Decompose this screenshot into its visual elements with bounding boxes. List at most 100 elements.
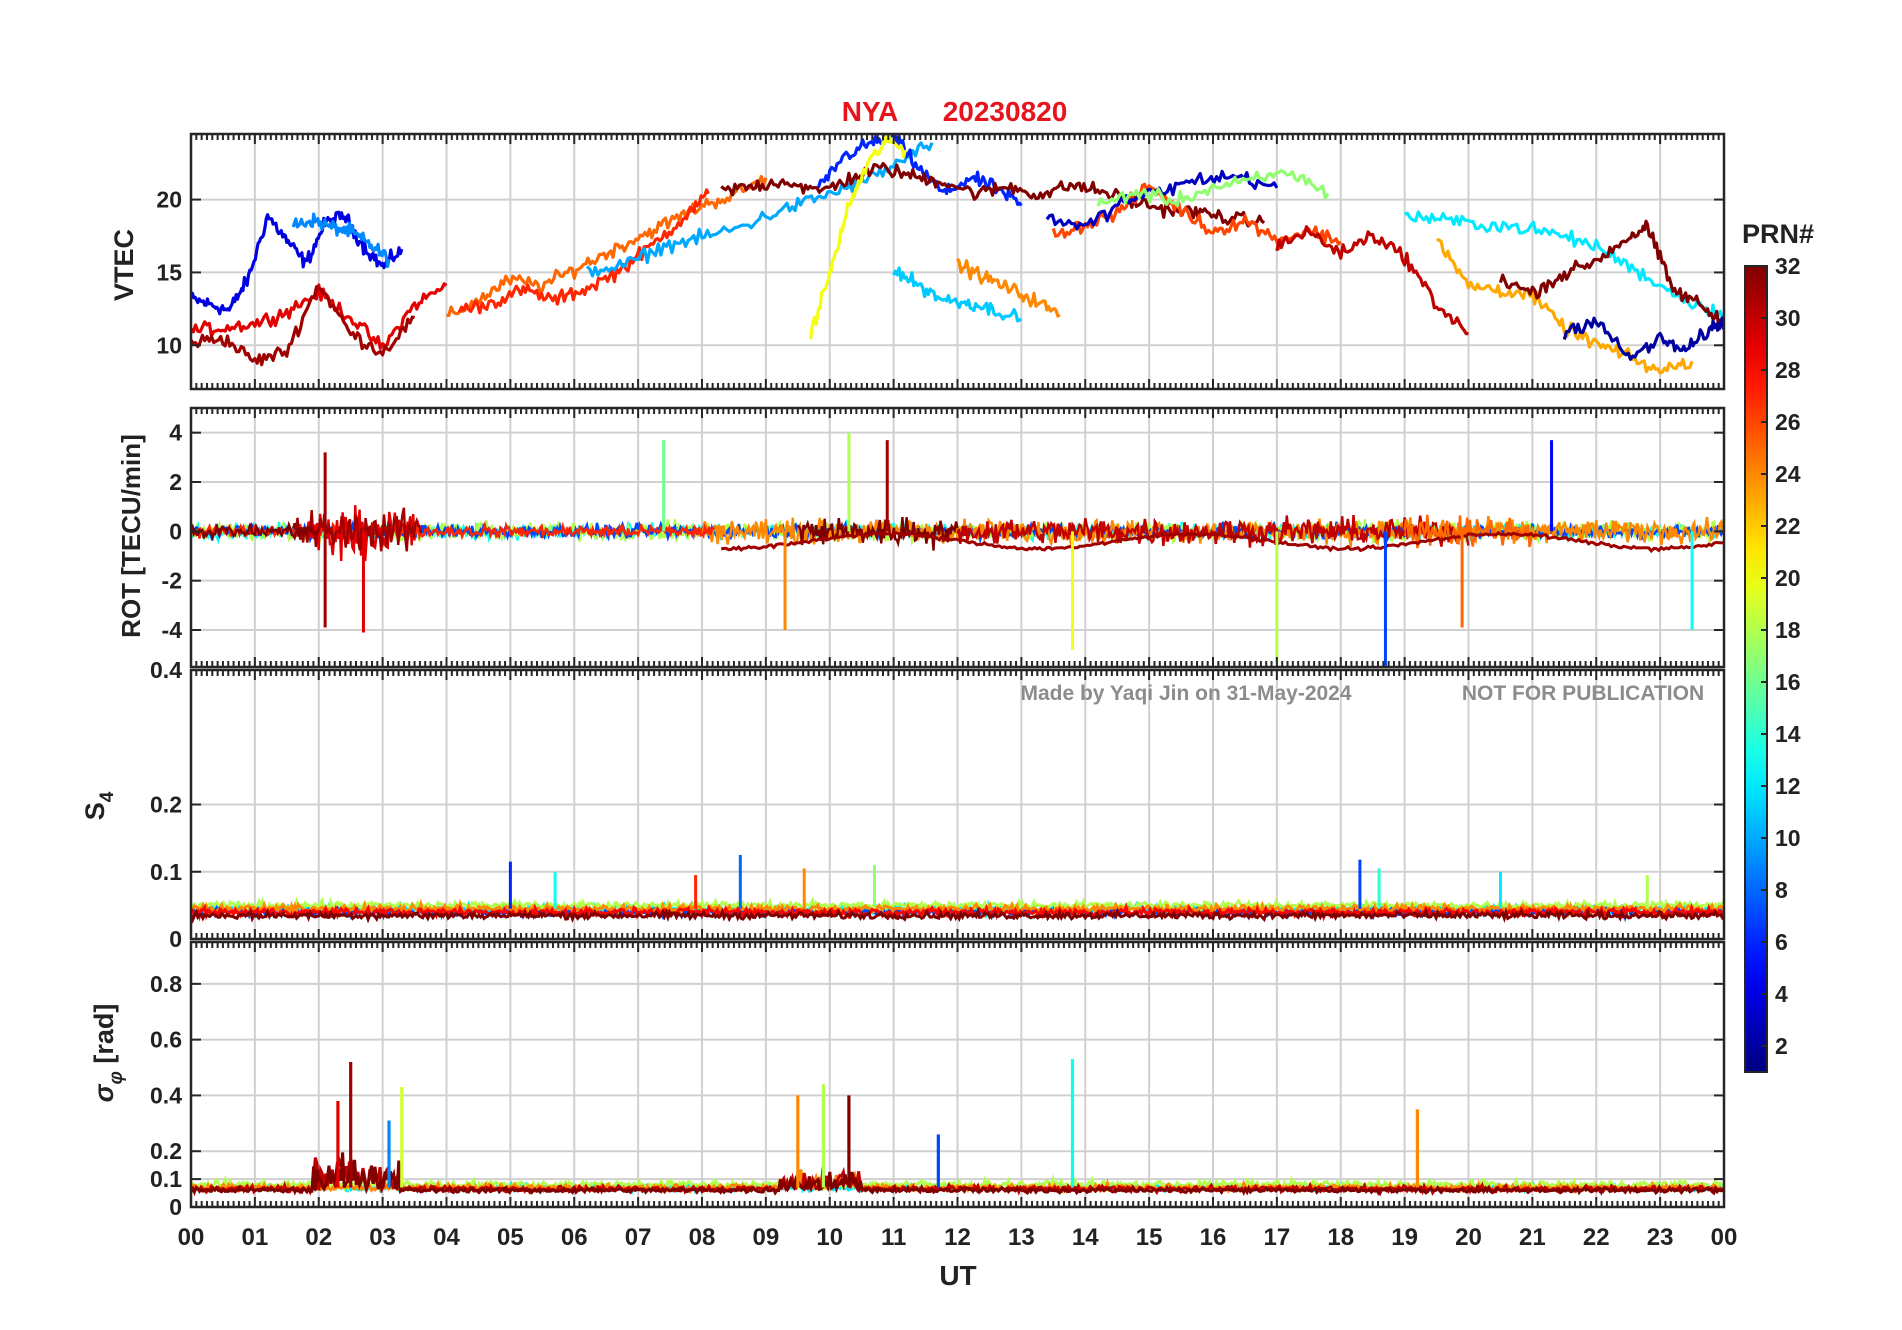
- vtec-series-line: [1404, 210, 1724, 320]
- colorbar-tick-label: 12: [1775, 773, 1801, 799]
- vtec-series-line: [291, 212, 391, 269]
- vtec-series-line: [720, 161, 1266, 228]
- vtec-series-line: [585, 141, 934, 278]
- x-tick-label: 19: [1391, 1224, 1418, 1251]
- x-tick-label: 01: [242, 1224, 269, 1251]
- rot-ytick-label: -4: [162, 617, 183, 643]
- rot-ytick-label: 4: [169, 420, 182, 446]
- sigma-phi-panel: 00.10.2 0.4 0.6 0.8: [150, 940, 1726, 1220]
- x-axis-label: UT: [939, 1260, 976, 1291]
- colorbar-tick-label: 8: [1775, 877, 1788, 903]
- sigma-ytick-label: 0.8: [150, 971, 182, 997]
- vtec-series-line: [191, 282, 448, 350]
- x-tick-label: 12: [944, 1224, 971, 1251]
- rot-series-line: [292, 507, 423, 552]
- vtec-ticks: 10 15 20: [156, 134, 1725, 389]
- sigma-ytick-label: 0.4: [150, 1082, 182, 1108]
- colorbar-tick-label: 26: [1775, 409, 1801, 435]
- vtec-series-line: [1562, 316, 1724, 361]
- colorbar-tick-label: 28: [1775, 357, 1801, 383]
- x-tick-label: 20: [1455, 1224, 1482, 1251]
- sigma-ytick-label: 0.6: [150, 1027, 182, 1053]
- watermark-not-for-publication: NOT FOR PUBLICATION: [1462, 682, 1704, 705]
- rot-ylabel: ROT [TECU/min]: [116, 434, 146, 638]
- x-tick-label: 03: [369, 1224, 396, 1251]
- colorbar-tick-label: 22: [1775, 513, 1801, 539]
- colorbar-tick-label: 6: [1775, 929, 1788, 955]
- vtec-series-line: [1096, 168, 1330, 208]
- sigma-ticks: 00.10.2 0.4 0.6 0.8: [150, 942, 1725, 1220]
- vtec-series-line: [1275, 225, 1469, 336]
- vtec-series-line: [1498, 219, 1724, 327]
- vtec-ylabel: VTEC: [109, 229, 139, 301]
- vtec-grid: [191, 134, 1724, 389]
- vtec-series-line: [892, 266, 1023, 323]
- colorbar-tick-label: 10: [1775, 825, 1801, 851]
- s4-panel: 0 0.1 0.2 0.4: [150, 657, 1726, 952]
- x-tick-label: 09: [753, 1224, 780, 1251]
- vtec-series-line: [457, 188, 710, 315]
- vtec-ytick-label: 15: [156, 259, 182, 285]
- x-tick-label: 15: [1136, 1224, 1163, 1251]
- vtec-panel: 10 15 20: [156, 132, 1726, 391]
- x-tick-labels: 00 01 02 03 04 05 06 07 08 09 10 11 12 13 14 15 16 17 18 19…: [178, 1224, 1738, 1251]
- x-tick-label: 05: [497, 1224, 524, 1251]
- rot-series-line: [191, 520, 320, 541]
- vtec-series-line: [1436, 238, 1694, 375]
- colorbar-tick-label: 16: [1775, 669, 1801, 695]
- x-tick-label: 04: [433, 1224, 460, 1251]
- x-tick-label: 10: [816, 1224, 843, 1251]
- colorbar-tick-label: 30: [1775, 305, 1801, 331]
- colorbar-tick-label: 14: [1775, 721, 1801, 747]
- x-tick-label: 00: [1711, 1224, 1738, 1251]
- colorbar-bar: [1744, 265, 1768, 1073]
- x-tick-label: 18: [1327, 1224, 1354, 1251]
- colorbar-title: PRN#: [1742, 219, 1814, 249]
- vtec-series-line: [446, 175, 768, 318]
- x-tick-label: 16: [1200, 1224, 1227, 1251]
- x-tick-label: 14: [1072, 1224, 1099, 1251]
- rot-ticks: -4 -2 0 2 4: [162, 408, 1725, 667]
- sigma-ytick-label: 0.1: [150, 1166, 182, 1192]
- watermark-made-by: Made by Yaqi Jin on 31-May-2024: [1020, 682, 1351, 705]
- x-tick-label: 00: [178, 1224, 205, 1251]
- chart-title-station: NYA: [842, 96, 899, 127]
- colorbar-tick-label: 20: [1775, 565, 1801, 591]
- vtec-ytick-label: 10: [156, 332, 182, 358]
- sigma-grid: [191, 942, 1724, 1207]
- colorbar-tick-label: 2: [1775, 1033, 1788, 1059]
- rot-series-line: [1403, 514, 1534, 549]
- chart-title-date: 20230820: [943, 96, 1068, 127]
- x-tick-label: 21: [1519, 1224, 1546, 1251]
- rot-panel: -4 -2 0 2 4: [162, 406, 1726, 669]
- vtec-series-line: [191, 285, 415, 367]
- s4-ytick-label: 0.1: [150, 859, 182, 885]
- sigma-phi-ylabel-text: σφ [rad]: [89, 1004, 127, 1103]
- colorbar-tick-label: 4: [1775, 981, 1788, 1007]
- x-tick-label: 22: [1583, 1224, 1610, 1251]
- x-tick-label: 13: [1008, 1224, 1035, 1251]
- x-tick-label: 23: [1647, 1224, 1674, 1251]
- rot-series-line: [956, 515, 1470, 548]
- rot-data: [191, 432, 1724, 667]
- s4-grid: [191, 670, 1724, 939]
- sigma-ytick-label: 0: [169, 1194, 182, 1220]
- x-tick-label: 11: [881, 1224, 906, 1251]
- rot-ytick-label: -2: [162, 568, 182, 594]
- colorbar-tick-label: 24: [1775, 461, 1801, 487]
- s4-ytick-label: 0.2: [150, 792, 182, 818]
- s4-series-line: [191, 906, 1724, 924]
- vtec-ytick-label: 20: [156, 187, 182, 213]
- sigma-series-line: [191, 1152, 1724, 1197]
- sigma-phi-ylabel: σφ [rad]: [89, 1004, 127, 1103]
- rot-ytick-label: 0: [169, 518, 182, 544]
- s4-ytick-label: 0: [169, 926, 182, 952]
- sigma-ytick-label: 0.2: [150, 1138, 182, 1164]
- x-tick-label: 08: [689, 1224, 716, 1251]
- sigma-data: [191, 1059, 1724, 1197]
- x-tick-label: 07: [625, 1224, 652, 1251]
- rot-ytick-label: 2: [169, 469, 182, 495]
- vtec-series-line: [809, 134, 907, 340]
- rot-trend-line: [720, 530, 1724, 554]
